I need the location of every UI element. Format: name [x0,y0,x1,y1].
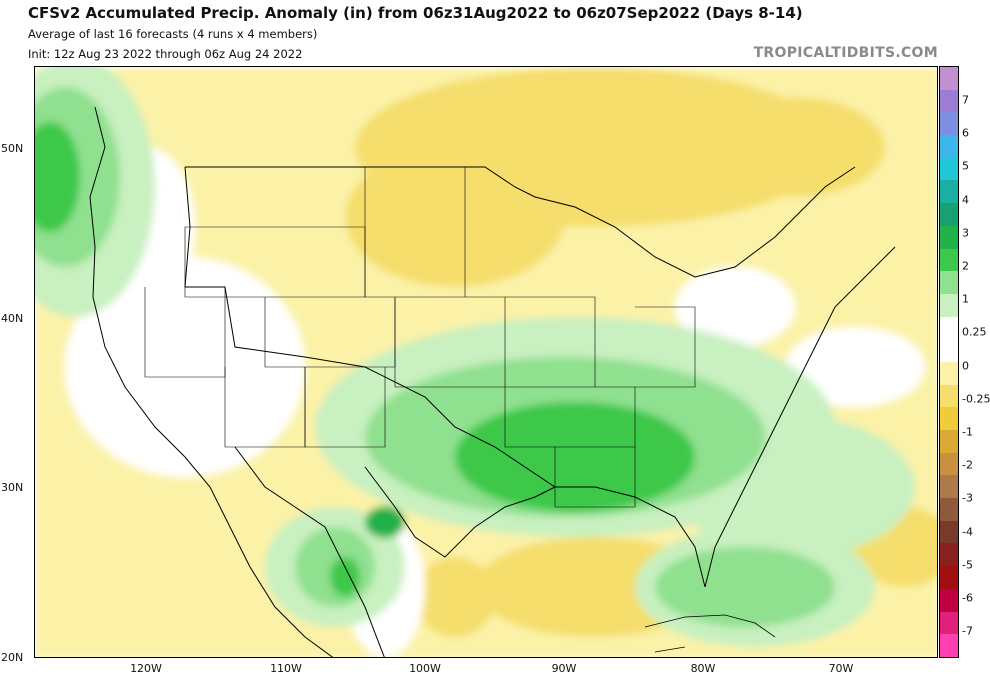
colorbar-swatch [940,566,958,589]
colorbar-swatch [940,89,958,113]
caribbean-islands [644,614,776,653]
colorbar-label: -7 [962,624,973,638]
colorbar-label: 1 [962,292,969,306]
site-watermark: TROPICALTIDBITS.COM [753,45,938,61]
colorbar-label: 2 [962,259,969,273]
lon-label-80w: 80W [690,662,716,675]
colorbar-swatch [940,339,958,362]
map-canvas [35,67,937,657]
anomaly-field [35,67,937,657]
colorbar-swatch [940,271,958,294]
colorbar-swatch [940,407,958,430]
colorbar-swatch [940,520,958,544]
colorbar-swatch [940,588,958,612]
precip-anomaly-map [34,66,938,658]
colorbar-label: 7 [962,93,969,107]
state-borders [144,167,696,508]
chart-subtitle: Average of last 16 forecasts (4 runs x 4… [28,27,318,41]
colorbar-label: -0.25 [962,392,990,406]
colorbar [939,66,959,658]
colorbar-swatch [940,203,958,226]
colorbar-swatch [940,634,958,657]
colorbar-swatch [940,316,958,340]
lon-label-100w: 100W [409,662,441,675]
colorbar-label: 0 [962,359,969,373]
colorbar-label: -2 [962,458,973,472]
colorbar-swatch [940,180,958,204]
lon-label-90w: 90W [551,662,577,675]
colorbar-swatch [940,498,958,521]
lat-label-50n: 50N [1,142,24,155]
lon-label-70w: 70W [828,662,854,675]
colorbar-label: -3 [962,491,973,505]
colorbar-label: 6 [962,126,969,140]
colorbar-label: -1 [962,425,973,439]
colorbar-label: -5 [962,558,973,572]
colorbar-swatch [940,361,958,385]
lat-label-30n: 30N [1,481,24,494]
colorbar-swatch [940,67,958,90]
colorbar-label: -6 [962,591,973,605]
colorbar-swatch [940,157,958,181]
lat-label-40n: 40N [1,312,24,325]
lat-label-20n: 20N [1,651,24,664]
colorbar-swatch [940,293,958,317]
colorbar-swatch [940,135,958,158]
colorbar-label: 0.25 [962,325,987,339]
colorbar-label: 4 [962,193,969,207]
colorbar-swatch [940,384,958,408]
colorbar-swatch [940,430,958,453]
colorbar-swatch [940,248,958,272]
colorbar-swatch [940,452,958,476]
chart-title: CFSv2 Accumulated Precip. Anomaly (in) f… [28,4,803,22]
init-time: Init: 12z Aug 23 2022 through 06z Aug 24… [28,47,303,61]
lon-label-110w: 110W [270,662,302,675]
colorbar-swatch [940,475,958,499]
colorbar-swatch [940,225,958,249]
lon-label-120w: 120W [130,662,162,675]
colorbar-label: 3 [962,226,969,240]
coastlines [89,106,896,657]
colorbar-swatch [940,611,958,635]
colorbar-label: 5 [962,159,969,173]
colorbar-swatch [940,112,958,136]
colorbar-swatch [940,543,958,567]
colorbar-label: -4 [962,525,973,539]
